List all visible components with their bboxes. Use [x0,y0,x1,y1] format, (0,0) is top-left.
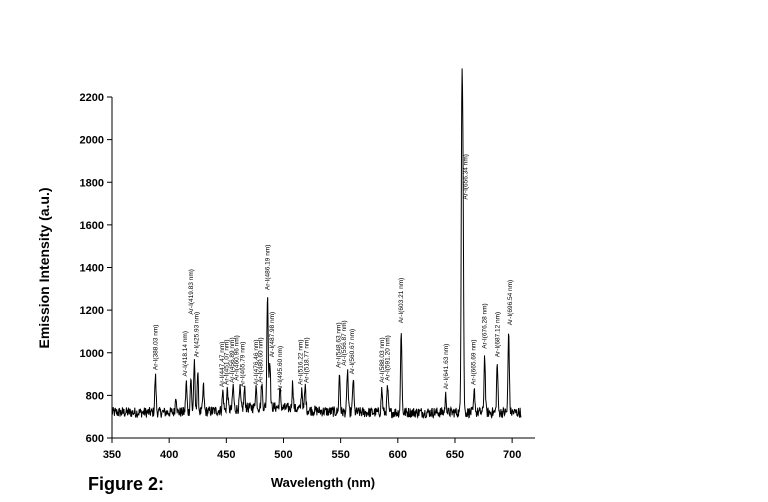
peak-annotations: Ar-I(388.03 nm) Ar-I(418.14 nm) Ar-I(419.8… [152,154,513,391]
spectrum-line [111,68,522,420]
figure-caption: Figure 2: [88,474,165,494]
peak-annotation: Ar-I(518.77 nm) [303,337,310,383]
y-axis-label: Emission Intensity (a.u.) [36,187,52,348]
y-tick-label: 1200 [80,305,104,317]
peak-annotation: Ar-I(465.79 nm) [239,342,246,388]
peak-annotation: Ar-I(588.03 nm) [379,337,386,383]
peak-annotation: Ar-I(419.83 nm) [188,269,195,315]
x-tick-label: 550 [331,449,349,461]
y-tick-label: 2200 [80,92,104,104]
x-tick-label: 700 [503,449,521,461]
peak-annotation: Ar-I(480.60 nm) [258,337,265,383]
peak-annotation: Ar-I(456.89 nm) [229,337,236,383]
peak-annotation: Ar-I(447.47 nm) [219,342,226,388]
peak-annotation: Ar-I(476.46 nm) [253,339,260,385]
peak-annotation: Ar-I(487.98 nm) [269,312,276,358]
y-tick-label: 600 [86,433,104,445]
x-tick-label: 600 [389,449,407,461]
peak-annotation: Ar-I(641.63 nm) [443,344,450,390]
peak-annotation: Ar-I(460.96 nm) [234,335,241,381]
peak-annotation: Ar-I(687.12 nm) [494,312,501,358]
peak-annotation: Ar-I(486.19 nm) [265,245,272,291]
y-tick-label: 800 [86,390,104,402]
peak-annotation: Ar-I(516.22 nm) [298,339,305,385]
x-axis-label: Wavelength (nm) [271,475,375,490]
peak-annotation: Ar-I(603.21 nm) [398,278,405,324]
peak-annotation: Ar-I(418.14 nm) [182,331,189,377]
y-tick-label: 1600 [80,220,104,232]
x-tick-label: 400 [160,449,178,461]
peak-annotation: Ar-I(676.28 nm) [482,303,489,349]
chart-ticks: 600 800 1000 1200 1400 1600 1800 2000 2200 350 400… [80,92,522,461]
x-tick-label: 450 [217,449,235,461]
peak-annotation: Ar-I(556.87 nm) [341,320,348,366]
peak-annotation: Ar-I(696.54 nm) [507,280,514,326]
peak-annotation: Ar-I(656.34 nm) [462,154,469,200]
x-tick-label: 500 [274,449,292,461]
y-tick-label: 1000 [80,348,104,360]
x-tick-label: 350 [103,449,121,461]
x-tick-label: 650 [446,449,464,461]
peak-annotation: Ar-I(665.69 nm) [470,339,477,385]
y-tick-label: 1800 [80,177,104,189]
y-tick-label: 2000 [80,135,104,147]
y-tick-label: 1400 [80,263,104,275]
peak-annotation: Ar-I(560.67 nm) [349,329,356,375]
peak-annotation: Ar-I(425.93 nm) [194,312,201,358]
chart-axes [111,97,535,439]
peak-annotation: Ar-I(388.03 nm) [152,325,159,371]
peak-annotation: Ar-I(548.63 nm) [335,322,342,368]
peak-annotation: Ar-I(451.07 nm) [223,339,230,385]
peak-annotation: Ar-I(591.20 nm) [385,335,392,381]
peak-annotation: Ar-I(495.60 nm) [277,346,284,392]
